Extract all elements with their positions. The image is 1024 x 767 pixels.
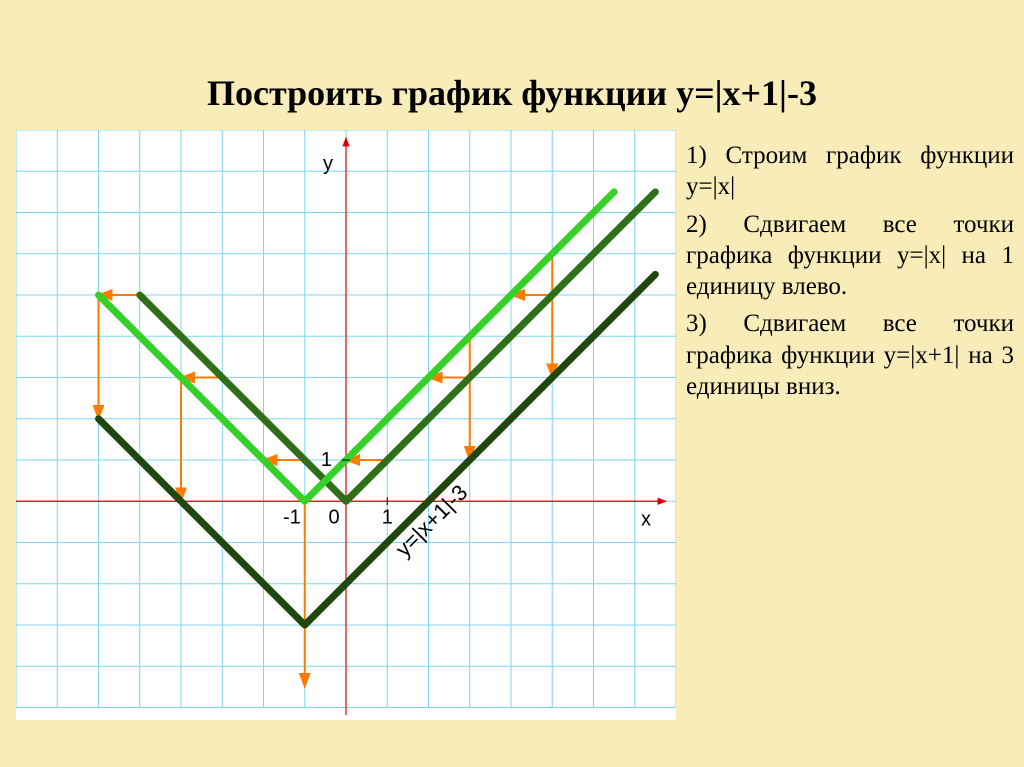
page-title: Построить график функции y=|x+1|-3	[0, 0, 1024, 114]
step-3: 3) Сдвигаем все точки графика функции y=…	[686, 308, 1014, 402]
step-1: 1) Строим график функции y=|x|	[686, 140, 1014, 203]
steps-panel: 1) Строим график функции y=|x| 2) Сдвига…	[676, 130, 1014, 720]
main-area: yx0-111y=|x+1|-3 1) Строим график функци…	[16, 130, 1014, 720]
svg-text:x: x	[641, 508, 651, 530]
svg-text:1: 1	[382, 506, 393, 528]
step-2: 2) Сдвигаем все точки графика функции y=…	[686, 209, 1014, 303]
svg-text:1: 1	[321, 449, 332, 471]
function-chart: yx0-111y=|x+1|-3	[16, 130, 676, 720]
svg-text:0: 0	[328, 506, 339, 528]
svg-text:-1: -1	[283, 506, 301, 528]
chart-container: yx0-111y=|x+1|-3	[16, 130, 676, 720]
svg-text:y: y	[323, 153, 333, 175]
